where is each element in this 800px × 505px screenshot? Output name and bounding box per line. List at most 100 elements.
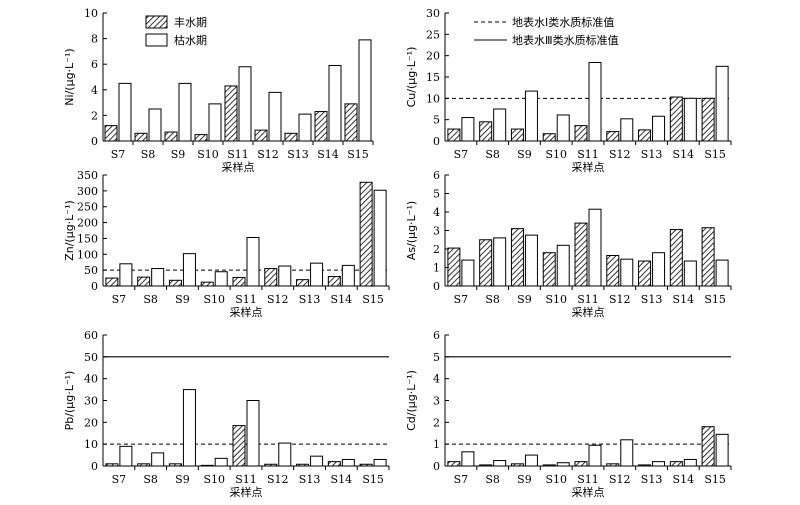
x-tick-label: S12 (257, 148, 279, 161)
bar-dry-season-s11 (246, 400, 260, 467)
bar-wet-season-s9 (510, 128, 524, 142)
bar-dry-season-s12 (278, 265, 292, 287)
bar-wet-season-s10 (194, 134, 208, 142)
bar-wet-season-s8 (479, 121, 493, 142)
y-tick-label: 2 (433, 243, 440, 256)
panel-cd: 0 1 2 3 4 5 6 S7 S8 S9 S10 S11 S12 S13 S14 S15 采样点 Cd/(μg… (405, 329, 732, 499)
y-tick-label: 4 (433, 373, 440, 386)
bar-wet-season-s7 (447, 247, 461, 287)
bar-wet-season-s14 (327, 461, 341, 467)
bar-dry-season-s10 (208, 103, 222, 142)
y-tick-label: 25 (426, 28, 440, 41)
x-tick-label: S8 (485, 293, 500, 306)
y-tick-label: 4 (91, 84, 98, 97)
bar-dry-season-s11 (588, 208, 602, 287)
bar-dry-season-s15 (358, 39, 372, 142)
panel-pb: 0 10 20 30 40 50 60 S7 S8 S9 S10 S11 S12 S13 S14 S15 采样点… (63, 329, 390, 499)
bar-wet-season-s12 (606, 254, 620, 287)
x-tick-label: S12 (609, 293, 631, 306)
x-tick-label: S10 (197, 148, 219, 161)
x-tick-label: S8 (143, 293, 158, 306)
bar-wet-season-s8 (137, 276, 151, 287)
y-axis-title: As/(μg·L⁻¹) (405, 201, 418, 260)
x-tick-label: S13 (641, 148, 663, 161)
bar-dry-season-s13 (652, 252, 666, 287)
bar-wet-season-s8 (479, 239, 493, 287)
bar-wet-season-s15 (701, 227, 715, 287)
bar-dry-season-s14 (683, 458, 697, 467)
bar-wet-season-s15 (701, 426, 715, 467)
bar-wet-season-s12 (254, 129, 268, 142)
bar-wet-season-s12 (264, 268, 278, 287)
bar-dry-season-s8 (493, 460, 507, 467)
x-tick-label: S9 (517, 148, 532, 161)
x-tick-label: S13 (299, 473, 321, 486)
x-tick-label: S15 (362, 473, 384, 486)
x-tick-label: S14 (673, 473, 695, 486)
bar-dry-season-s14 (341, 458, 355, 467)
x-tick-label: S15 (362, 293, 384, 306)
bar-dry-season-s7 (119, 445, 133, 467)
legend-label: 地表水Ⅰ类水质标准值 (512, 15, 614, 29)
x-axis-title: 采样点 (230, 305, 263, 319)
y-tick-label: 3 (433, 395, 440, 408)
y-tick-label: 350 (77, 169, 98, 182)
y-tick-label: 0 (433, 280, 440, 293)
y-tick-label: 10 (84, 7, 98, 20)
y-tick-label: 6 (91, 58, 98, 71)
bar-dry-season-s8 (151, 268, 165, 287)
bar-wet-season-s11 (574, 461, 588, 467)
y-tick-label: 0 (91, 460, 98, 473)
x-tick-label: S15 (347, 148, 369, 161)
bar-dry-season-s10 (214, 271, 228, 287)
y-tick-label: 5 (433, 114, 440, 127)
y-tick-label: 2 (91, 109, 98, 122)
y-tick-label: 0 (91, 135, 98, 148)
x-tick-label: S11 (235, 473, 257, 486)
y-tick-label: 8 (91, 33, 98, 46)
y-tick-label: 10 (84, 438, 98, 451)
bar-wet-season-s13 (638, 260, 652, 287)
x-tick-label: S7 (112, 473, 127, 486)
bar-dry-season-s8 (493, 108, 507, 142)
bar-wet-season-s14 (669, 229, 683, 287)
bar-dry-season-s11 (588, 61, 602, 142)
y-tick-label: 6 (433, 169, 440, 182)
x-tick-label: S14 (317, 148, 339, 161)
x-tick-label: S13 (287, 148, 309, 161)
y-tick-label: 5 (433, 351, 440, 364)
bar-wet-season-s10 (542, 252, 556, 287)
bar-dry-season-s9 (524, 454, 538, 467)
bar-dry-season-s9 (178, 82, 192, 142)
bar-wet-season-s14 (314, 111, 328, 142)
bar-dry-season-s13 (652, 115, 666, 142)
y-axis-title: Cu/(μg·L⁻¹) (405, 47, 418, 108)
bar-dry-season-s14 (683, 260, 697, 287)
bar-dry-season-s8 (148, 108, 162, 142)
x-tick-label: S8 (485, 473, 500, 486)
x-axis-title: 采样点 (230, 485, 263, 499)
bar-dry-season-s14 (683, 97, 697, 142)
bar-wet-season-s7 (105, 277, 119, 287)
panel-zn: 0 50 100 150 200 250 300 350 S7 S8 S9 S10 S11 S12 S13 S… (63, 169, 390, 319)
bar-dry-season-s7 (119, 263, 133, 287)
bar-dry-season-s10 (556, 114, 570, 142)
x-tick-label: S15 (704, 473, 726, 486)
y-tick-label: 10 (426, 92, 440, 105)
panel-ni: 0 2 4 6 8 10 S7 S8 S9 S10 S11 S12 S13 S14 S15 采样点 Ni/(μg… (63, 7, 374, 174)
y-tick-label: 1 (433, 262, 440, 275)
bar-dry-season-s12 (268, 91, 282, 142)
x-tick-label: S11 (577, 293, 599, 306)
bar-dry-season-s7 (461, 451, 475, 467)
x-tick-label: S10 (545, 148, 567, 161)
bar-wet-season-s12 (606, 131, 620, 142)
bar-dry-season-s9 (524, 90, 538, 142)
y-tick-label: 40 (84, 373, 98, 386)
y-tick-label: 2 (433, 416, 440, 429)
y-axis-title: Ni/(μg·L⁻¹) (63, 48, 76, 105)
x-tick-label: S14 (331, 473, 353, 486)
bar-wet-season-s7 (447, 128, 461, 142)
bar-dry-season-s14 (341, 264, 355, 287)
